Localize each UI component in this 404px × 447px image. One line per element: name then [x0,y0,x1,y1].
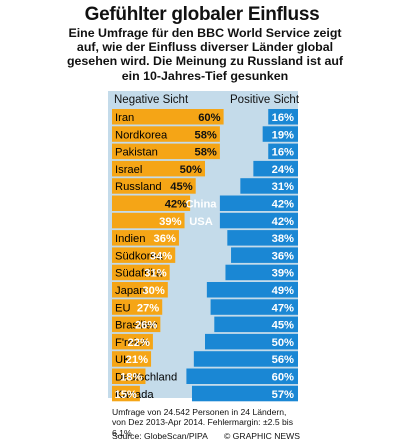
positive-bar [240,178,298,194]
category-label: Kanada [115,389,154,401]
category-label: Israel [115,164,142,176]
negative-value-label: 39% [159,216,181,228]
negative-value-label: 27% [137,302,159,314]
positive-value-label: 57% [272,389,294,401]
positive-bar [268,109,298,125]
positive-value-label: 60% [272,372,294,384]
positive-value-label: 16% [272,147,294,159]
category-label: Deutschland [115,372,177,384]
negative-bar [112,368,146,384]
negative-value-label: 15% [114,389,136,401]
positive-value-label: 49% [272,285,294,297]
category-label: Iran [115,112,134,124]
category-label: F'reich [115,337,148,349]
category-label: Südkorea [115,250,164,262]
category-label: UK [115,354,131,366]
category-label: Russland [115,181,162,193]
positive-bar [227,230,298,246]
negative-bar [112,316,161,333]
negative-value-label: 21% [126,354,148,366]
positive-bar [253,160,298,177]
chart-subtitle: Eine Umfrage für den BBC World Service z… [66,26,344,83]
negative-value-label: 18% [120,372,142,384]
category-label: EU [115,302,131,314]
negative-bar [112,126,220,142]
positive-value-label: 16% [272,112,294,124]
negative-value-label: 30% [142,285,164,297]
positive-bar [210,299,298,315]
category-label: Japan [115,285,145,297]
negative-value-label: 31% [144,268,166,280]
negative-bar [112,264,170,281]
positive-value-label: 24% [272,164,294,176]
chart-title: Gefühlter globaler Einfluss [84,4,320,25]
negative-value-label: 45% [170,181,192,193]
positive-bar [193,351,298,367]
positive-bar [262,126,298,142]
negative-bar [112,247,176,263]
positive-bar [225,264,298,281]
negative-bar [112,282,168,298]
source-note: Source: GlobeScan/PIPA [112,431,208,441]
negative-bar [112,212,185,229]
positive-value-label: 36% [272,250,294,262]
category-label: Pakistan [115,147,158,159]
positive-value-label: 56% [272,354,294,366]
positive-bar [205,333,298,350]
positive-value-label: 45% [272,320,294,332]
category-label: China [185,199,217,211]
footnote: Umfrage von 24.542 Personen in 24 Länder… [112,407,293,438]
negative-value-label: 26% [135,320,157,332]
negative-value-label: 60% [198,112,220,124]
negative-bar [112,195,191,211]
positive-bar [214,316,298,333]
negative-bar [112,299,163,315]
negative-value-label: 42% [165,199,187,211]
positive-value-label: 42% [272,199,294,211]
positive-value-label: 31% [272,181,294,193]
positive-bar [268,143,298,160]
positive-value-label: 19% [272,129,294,141]
negative-bar [112,178,196,194]
positive-bar [186,368,298,384]
negative-bar [112,230,179,246]
negative-value-label: 58% [194,147,216,159]
negative-bar [112,143,220,160]
positive-value-label: 47% [272,302,294,314]
positive-value-label: 38% [272,233,294,245]
category-label: Indien [115,233,145,245]
brand-note: © GRAPHIC NEWS [223,431,300,441]
negative-legend-label: Negative Sicht [114,94,189,106]
category-label: Südafrika [115,268,163,280]
negative-bar [112,160,205,177]
negative-value-label: 58% [194,129,216,141]
positive-bar [206,282,298,298]
positive-bar [191,385,298,402]
negative-value-label: 36% [154,233,176,245]
negative-bar [112,385,140,402]
positive-value-label: 39% [272,268,294,280]
negative-bar [112,351,152,367]
positive-bar [219,195,298,211]
negative-value-label: 50% [180,164,202,176]
positive-bar [231,247,298,263]
negative-value-label: 22% [128,337,150,349]
positive-legend-label: Positive Sicht [230,94,300,106]
category-label: Brasilien [115,320,158,332]
negative-value-label: 34% [150,250,172,262]
positive-bar [219,212,298,229]
negative-bar [112,333,153,350]
positive-value-label: 42% [272,216,294,228]
category-label: USA [189,216,213,228]
category-label: Nordkorea [115,129,168,141]
negative-bar [112,109,224,125]
positive-value-label: 50% [272,337,294,349]
